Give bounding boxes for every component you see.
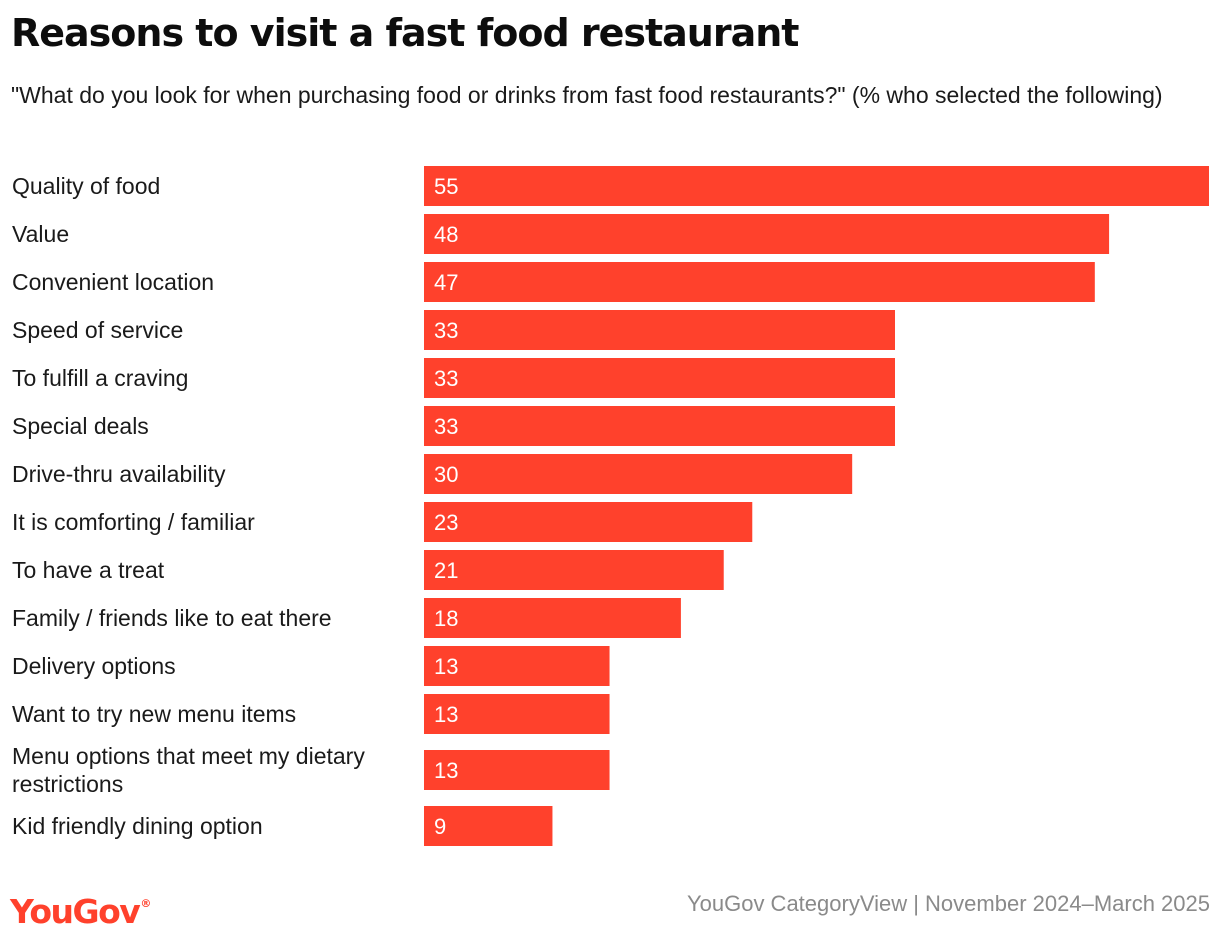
bar-3 [424, 262, 1095, 302]
value-label-7: 30 [434, 462, 458, 487]
category-label-14: Kid friendly dining option [12, 813, 263, 839]
value-label-14: 9 [434, 814, 446, 839]
category-label-1: Quality of food [12, 173, 160, 199]
category-label-12: Want to try new menu items [12, 701, 296, 727]
bar-10 [424, 598, 681, 638]
category-label-13: Menu options that meet my dietary restric… [12, 743, 365, 797]
chart-subtitle: "What do you look for when purchasing fo… [11, 82, 1163, 108]
bar-7 [424, 454, 853, 494]
bar-14 [424, 806, 553, 846]
category-label-5: To fulfill a craving [12, 365, 188, 391]
chart-title: Reasons to visit a fast food restaurant [11, 11, 799, 55]
category-label-8: It is comforting / familiar [12, 509, 255, 535]
value-label-2: 48 [434, 222, 458, 247]
bar-4 [424, 310, 895, 350]
category-label-6: Special deals [12, 413, 149, 439]
value-label-1: 55 [434, 174, 458, 199]
bar-6 [424, 406, 895, 446]
value-label-8: 23 [434, 510, 458, 535]
value-label-9: 21 [434, 558, 458, 583]
source-note: YouGov CategoryView | November 2024–Marc… [686, 891, 1210, 916]
category-label-4: Speed of service [12, 317, 183, 343]
logo-wordmark: YouGov [10, 892, 141, 931]
value-label-12: 13 [434, 702, 458, 727]
category-label-2: Value [12, 221, 69, 247]
bar-9 [424, 550, 724, 590]
value-label-10: 18 [434, 606, 458, 631]
bar-2 [424, 214, 1110, 254]
bar-11 [424, 646, 610, 686]
category-label-9: To have a treat [12, 557, 165, 583]
bar-13 [424, 750, 610, 790]
yougov-logo: YouGov® [10, 882, 151, 934]
bar-8 [424, 502, 753, 542]
bar-1 [424, 166, 1209, 206]
bar-12 [424, 694, 610, 734]
value-label-13: 13 [434, 758, 458, 783]
bar-5 [424, 358, 895, 398]
value-label-6: 33 [434, 414, 458, 439]
value-label-11: 13 [434, 654, 458, 679]
category-label-10: Family / friends like to eat there [12, 605, 332, 631]
bar-chart: 55 Quality of food 48 Value 47 Convenient loc… [12, 166, 1209, 846]
registered-mark: ® [140, 897, 152, 910]
category-label-3: Convenient location [12, 269, 214, 295]
category-label-11: Delivery options [12, 653, 176, 679]
value-label-4: 33 [434, 318, 458, 343]
value-label-3: 47 [434, 270, 458, 295]
category-label-7: Drive-thru availability [12, 461, 226, 487]
value-label-5: 33 [434, 366, 458, 391]
